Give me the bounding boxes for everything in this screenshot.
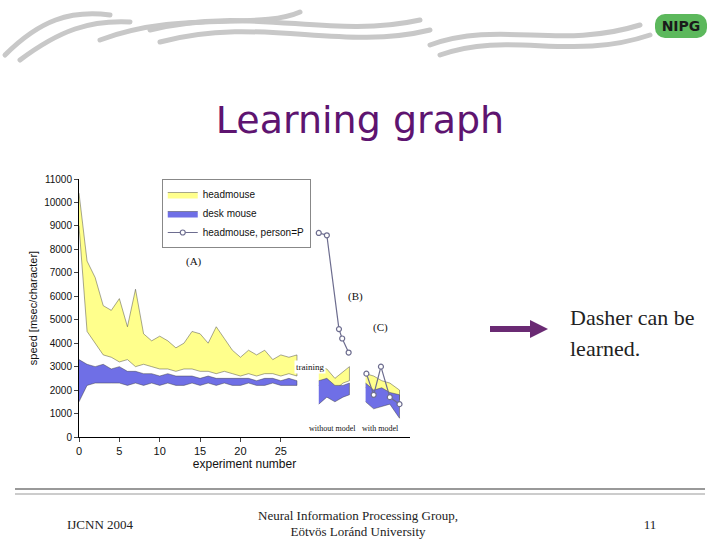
svg-text:headmouse: headmouse: [203, 189, 256, 200]
html-text:Learning graph: Learning graph: [215, 98, 505, 142]
svg-text:2000: 2000: [50, 385, 73, 396]
html-text:Dasher can be learned.: Dasher can be learned.: [570, 305, 695, 361]
svg-text:headmouse, person=P: headmouse, person=P: [203, 227, 304, 238]
svg-text:6000: 6000: [50, 291, 73, 302]
html-text:Neural Information Processing: Neural Information Processing Group, Eöt…: [258, 508, 458, 539]
svg-text:4000: 4000: [50, 338, 73, 349]
svg-text:(B): (B): [348, 290, 363, 303]
svg-text:20: 20: [234, 445, 246, 457]
svg-text:7000: 7000: [50, 267, 73, 278]
html-text:IJCNN 2004: IJCNN 2004: [67, 517, 133, 532]
svg-text:25: 25: [275, 445, 287, 457]
svg-text:10: 10: [154, 445, 166, 457]
svg-text:15: 15: [194, 445, 206, 457]
svg-text:1000: 1000: [50, 408, 73, 419]
svg-text:0: 0: [66, 432, 72, 443]
svg-text:9000: 9000: [50, 220, 73, 231]
svg-text:11000: 11000: [45, 174, 73, 185]
svg-text:8000: 8000: [50, 244, 73, 255]
svg-text:3000: 3000: [50, 361, 73, 372]
svg-text:training: training: [296, 362, 324, 372]
svg-text:with model: with model: [362, 424, 399, 433]
svg-text:10000: 10000: [44, 197, 72, 208]
html-text:NIPG: NIPG: [661, 18, 701, 34]
svg-text:desk mouse: desk mouse: [203, 208, 257, 219]
svg-text:5000: 5000: [50, 314, 73, 325]
svg-text:without model: without model: [309, 424, 356, 433]
svg-text:(A): (A): [186, 255, 202, 268]
svg-text:experiment number: experiment number: [193, 457, 296, 471]
svg-text:5: 5: [116, 445, 122, 457]
svg-text:speed [msec/character]: speed [msec/character]: [27, 251, 39, 365]
svg-text:(C): (C): [373, 321, 388, 334]
svg-text:0: 0: [76, 445, 82, 457]
html-text:11: 11: [643, 517, 657, 532]
